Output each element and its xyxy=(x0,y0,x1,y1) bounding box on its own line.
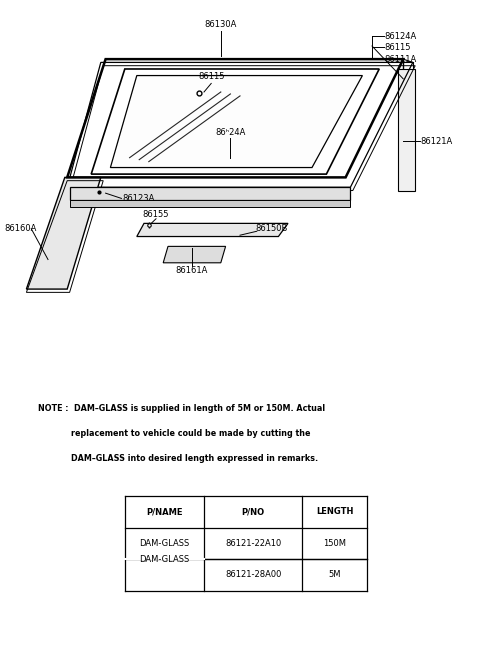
Text: 86123A: 86123A xyxy=(122,194,155,203)
Text: 86115: 86115 xyxy=(198,72,225,81)
Polygon shape xyxy=(70,200,350,207)
Text: 86150B: 86150B xyxy=(255,224,288,233)
Text: 86160A: 86160A xyxy=(5,224,37,233)
Text: 86111A: 86111A xyxy=(384,55,416,64)
Polygon shape xyxy=(70,187,350,200)
Text: 5M: 5M xyxy=(328,570,341,579)
Text: 86121-22A10: 86121-22A10 xyxy=(225,539,281,548)
Text: 86121-28A00: 86121-28A00 xyxy=(225,570,281,579)
Text: DAM-GLASS: DAM-GLASS xyxy=(139,555,190,564)
Polygon shape xyxy=(163,246,226,263)
Polygon shape xyxy=(137,223,288,237)
Text: 86115: 86115 xyxy=(384,43,410,52)
Polygon shape xyxy=(110,76,362,168)
Text: 86130A: 86130A xyxy=(204,20,237,30)
Text: LENGTH: LENGTH xyxy=(316,507,353,516)
Polygon shape xyxy=(26,177,101,289)
Text: 86ʰ24A: 86ʰ24A xyxy=(215,128,246,137)
Text: DAM–GLASS into desired length expressed in remarks.: DAM–GLASS into desired length expressed … xyxy=(38,454,319,463)
Text: 86124A: 86124A xyxy=(384,32,416,41)
Text: 86121A: 86121A xyxy=(420,137,452,146)
Text: P/NAME: P/NAME xyxy=(146,507,183,516)
Text: 86155: 86155 xyxy=(143,210,169,219)
Text: NOTE :  DAM–GLASS is supplied in length of 5M or 150M. Actual: NOTE : DAM–GLASS is supplied in length o… xyxy=(38,404,325,413)
Text: replacement to vehicle could be made by cutting the: replacement to vehicle could be made by … xyxy=(38,429,311,438)
Text: P/NO: P/NO xyxy=(241,507,265,516)
Text: 86161A: 86161A xyxy=(176,266,208,275)
Text: 150M: 150M xyxy=(324,539,346,548)
Polygon shape xyxy=(398,69,415,191)
Text: DAM-GLASS: DAM-GLASS xyxy=(139,539,190,548)
FancyBboxPatch shape xyxy=(94,187,104,197)
